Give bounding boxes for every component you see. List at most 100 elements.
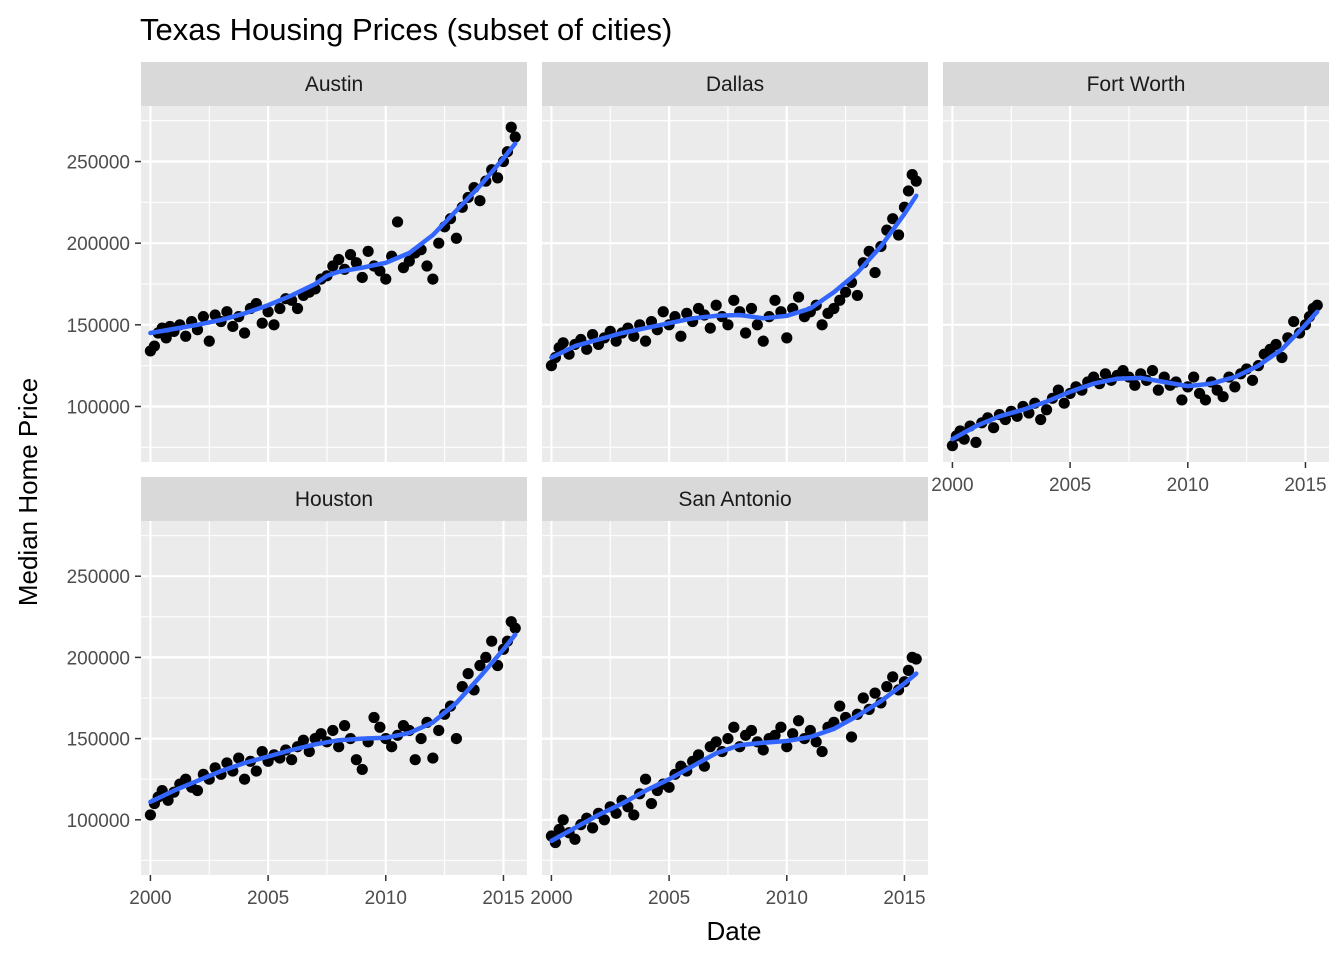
data-point xyxy=(887,671,899,683)
data-point xyxy=(639,773,652,785)
data-point xyxy=(391,216,404,228)
data-point xyxy=(902,185,915,197)
data-point xyxy=(333,253,345,266)
data-point xyxy=(274,302,286,315)
data-point xyxy=(227,320,239,333)
facet-panels: Austin 100000 150000 200000 250000 Dallas Fort… xyxy=(67,62,1329,909)
x-tick-label: 2005 xyxy=(648,888,690,909)
data-point xyxy=(148,340,161,352)
data-point xyxy=(386,741,398,753)
facet-strip xyxy=(943,62,1329,106)
facet-strip-label: Austin xyxy=(305,73,363,96)
data-point xyxy=(910,653,922,665)
data-point xyxy=(509,131,521,143)
y-tick-label: 100000 xyxy=(67,811,130,832)
x-tick-label: 2010 xyxy=(365,888,407,909)
data-point xyxy=(144,809,157,821)
data-point xyxy=(610,807,622,819)
data-point xyxy=(303,745,315,758)
facet-strip-label: Houston xyxy=(295,488,373,511)
data-point xyxy=(675,330,687,342)
data-point xyxy=(628,809,640,821)
facet-strip-label: Dallas xyxy=(706,73,764,96)
facet-strip xyxy=(542,62,928,106)
data-point xyxy=(792,291,805,303)
data-point xyxy=(433,237,445,249)
data-point xyxy=(745,302,758,315)
data-point xyxy=(250,765,262,777)
data-point xyxy=(356,271,368,284)
x-axis-title: Date xyxy=(707,916,762,946)
x-tick-label: 2015 xyxy=(1284,475,1326,496)
data-point xyxy=(657,306,669,318)
data-point xyxy=(834,294,846,306)
data-point xyxy=(291,302,304,315)
data-point xyxy=(775,721,787,733)
data-point xyxy=(344,249,357,261)
facet-strip-label: Fort Worth xyxy=(1087,73,1186,96)
data-point xyxy=(362,245,374,257)
data-point xyxy=(380,273,392,285)
data-point xyxy=(569,833,581,845)
data-point xyxy=(456,681,468,693)
data-point xyxy=(221,306,233,318)
data-point xyxy=(509,622,521,634)
data-point xyxy=(421,260,433,272)
facet-strip xyxy=(141,477,527,521)
data-point xyxy=(816,319,828,331)
x-tick-label: 2015 xyxy=(482,888,524,909)
data-point xyxy=(910,175,922,187)
data-point xyxy=(581,343,593,355)
data-point xyxy=(1129,379,1141,391)
x-tick-label: 2000 xyxy=(129,888,171,909)
data-point xyxy=(587,329,599,341)
data-point xyxy=(462,668,474,680)
data-point xyxy=(816,745,828,758)
data-point xyxy=(286,754,298,766)
smooth-line xyxy=(148,632,518,805)
data-point xyxy=(810,736,822,748)
data-point xyxy=(374,265,386,277)
data-point xyxy=(315,728,327,740)
data-point xyxy=(256,745,268,758)
data-point xyxy=(233,752,245,764)
data-point xyxy=(557,337,569,349)
smooth-line xyxy=(549,671,919,844)
data-point xyxy=(722,732,734,745)
facet-strip xyxy=(141,62,527,106)
facet-panel: Houston 100000 150000 200000 250000 2000 2005 2… xyxy=(67,477,527,909)
data-point xyxy=(769,294,781,306)
data-point xyxy=(1270,338,1282,351)
data-point xyxy=(350,754,362,766)
data-point xyxy=(751,319,763,331)
data-point xyxy=(1276,351,1288,364)
y-axis-title: Median Home Price xyxy=(13,378,43,606)
data-point xyxy=(1288,315,1300,328)
data-point xyxy=(988,422,1000,434)
data-point xyxy=(639,335,652,347)
data-point xyxy=(238,327,251,339)
y-tick-label: 200000 xyxy=(67,234,130,255)
data-point xyxy=(1199,394,1212,406)
data-point xyxy=(505,121,517,133)
data-point xyxy=(450,732,462,745)
y-tick-label: 250000 xyxy=(67,567,130,588)
data-point xyxy=(374,721,386,733)
data-point xyxy=(553,823,565,836)
smooth-line xyxy=(148,141,518,336)
data-point xyxy=(1058,397,1070,409)
data-point xyxy=(203,335,215,347)
data-point xyxy=(162,794,174,806)
data-point xyxy=(787,728,799,740)
data-point xyxy=(739,327,752,339)
data-point xyxy=(474,195,486,207)
data-point xyxy=(197,311,209,323)
data-point xyxy=(409,754,421,766)
data-point xyxy=(1188,371,1200,383)
y-tick-label: 150000 xyxy=(67,316,130,337)
smooth-line xyxy=(549,193,919,360)
data-point xyxy=(327,724,339,737)
data-point xyxy=(356,763,368,776)
data-point xyxy=(587,822,599,834)
